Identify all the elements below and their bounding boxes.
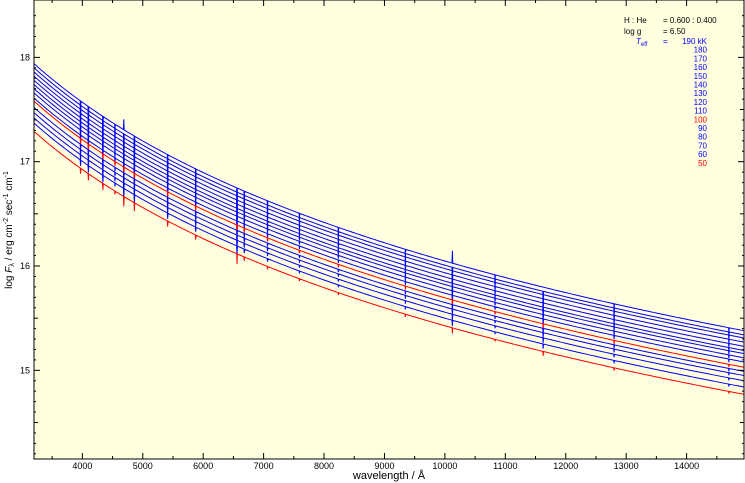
x-tick-label-4000: 4000 <box>72 461 92 471</box>
x-tick-label-8000: 8000 <box>314 461 334 471</box>
legend-entry-1: 180 <box>694 46 708 55</box>
series-180kk-line <box>33 67 745 337</box>
y-tick-label-18: 18 <box>20 52 30 62</box>
series-100kk-line <box>33 100 745 368</box>
legend-entry-10: 90 <box>698 124 707 133</box>
x-tick-label-6000: 6000 <box>193 461 213 471</box>
legend-entry-11: 80 <box>698 133 707 142</box>
series-60kk-line <box>33 122 745 388</box>
logg-value: = 6.50 <box>663 27 686 36</box>
hhe-label: H : He <box>624 16 647 25</box>
legend-entry-5: 140 <box>694 81 708 90</box>
series-110kk-line <box>33 97 745 363</box>
series-50kk-line <box>33 131 745 395</box>
x-tick-label-12000: 12000 <box>553 461 578 471</box>
legend-entry-12: 70 <box>698 141 707 150</box>
y-tick-label-16: 16 <box>20 261 30 271</box>
x-tick-label-11000: 11000 <box>493 461 517 471</box>
legend-entry-2: 170 <box>694 54 708 63</box>
legend-entry-8: 110 <box>694 107 707 116</box>
legend-entry-13: 60 <box>698 150 707 159</box>
legend-entry-7: 120 <box>694 98 708 107</box>
series-70kk-line <box>33 117 745 382</box>
series-90kk-line <box>33 107 745 372</box>
legend-entry-0: 190 kK <box>682 37 708 46</box>
legend-entry-3: 160 <box>694 63 708 72</box>
parameter-block: H : He = 0.600 : 0.400 log g = 6.50 Teff… <box>624 16 717 48</box>
x-tick-label-5000: 5000 <box>133 461 153 471</box>
series-160kk-line <box>33 75 745 344</box>
y-axis-label: log Fλ / erg cm-2 sec-1 cm-1 <box>3 171 16 289</box>
ticks-layer: 4000 5000 6000 7000 8000 9000 10000 11000 12000 1… <box>20 0 744 471</box>
series-120kk-line <box>33 92 745 359</box>
y-tick-label-15: 15 <box>20 365 30 375</box>
plot-frame <box>33 0 745 460</box>
logg-label: log g <box>624 27 641 36</box>
x-axis-label: wavelength / Å <box>352 469 426 482</box>
x-tick-label-13000: 13000 <box>614 461 639 471</box>
series-130kk-line <box>33 88 745 355</box>
legend: 190 kK1801701601501401301201101009080706… <box>682 37 708 168</box>
series-150kk-line <box>33 79 745 348</box>
series-layer <box>33 63 745 395</box>
plot-background <box>34 0 744 459</box>
x-tick-label-10000: 10000 <box>432 461 457 471</box>
legend-entry-14: 50 <box>698 159 707 168</box>
teff-label: Teff <box>636 37 648 48</box>
x-tick-label-7000: 7000 <box>254 461 274 471</box>
legend-entry-6: 130 <box>694 89 708 98</box>
x-tick-label-14000: 14000 <box>674 461 699 471</box>
series-170kk-line <box>33 71 745 340</box>
x-tick-label-9000: 9000 <box>374 461 394 471</box>
y-tick-label-17: 17 <box>20 157 30 167</box>
legend-entry-4: 150 <box>694 72 708 81</box>
series-190kk-line <box>33 63 745 332</box>
teff-equals: = <box>663 37 668 46</box>
series-80kk-line <box>33 112 745 377</box>
series-140kk-line <box>33 84 745 352</box>
hhe-value: = 0.600 : 0.400 <box>663 16 717 25</box>
legend-entry-9: 100 <box>694 115 708 124</box>
